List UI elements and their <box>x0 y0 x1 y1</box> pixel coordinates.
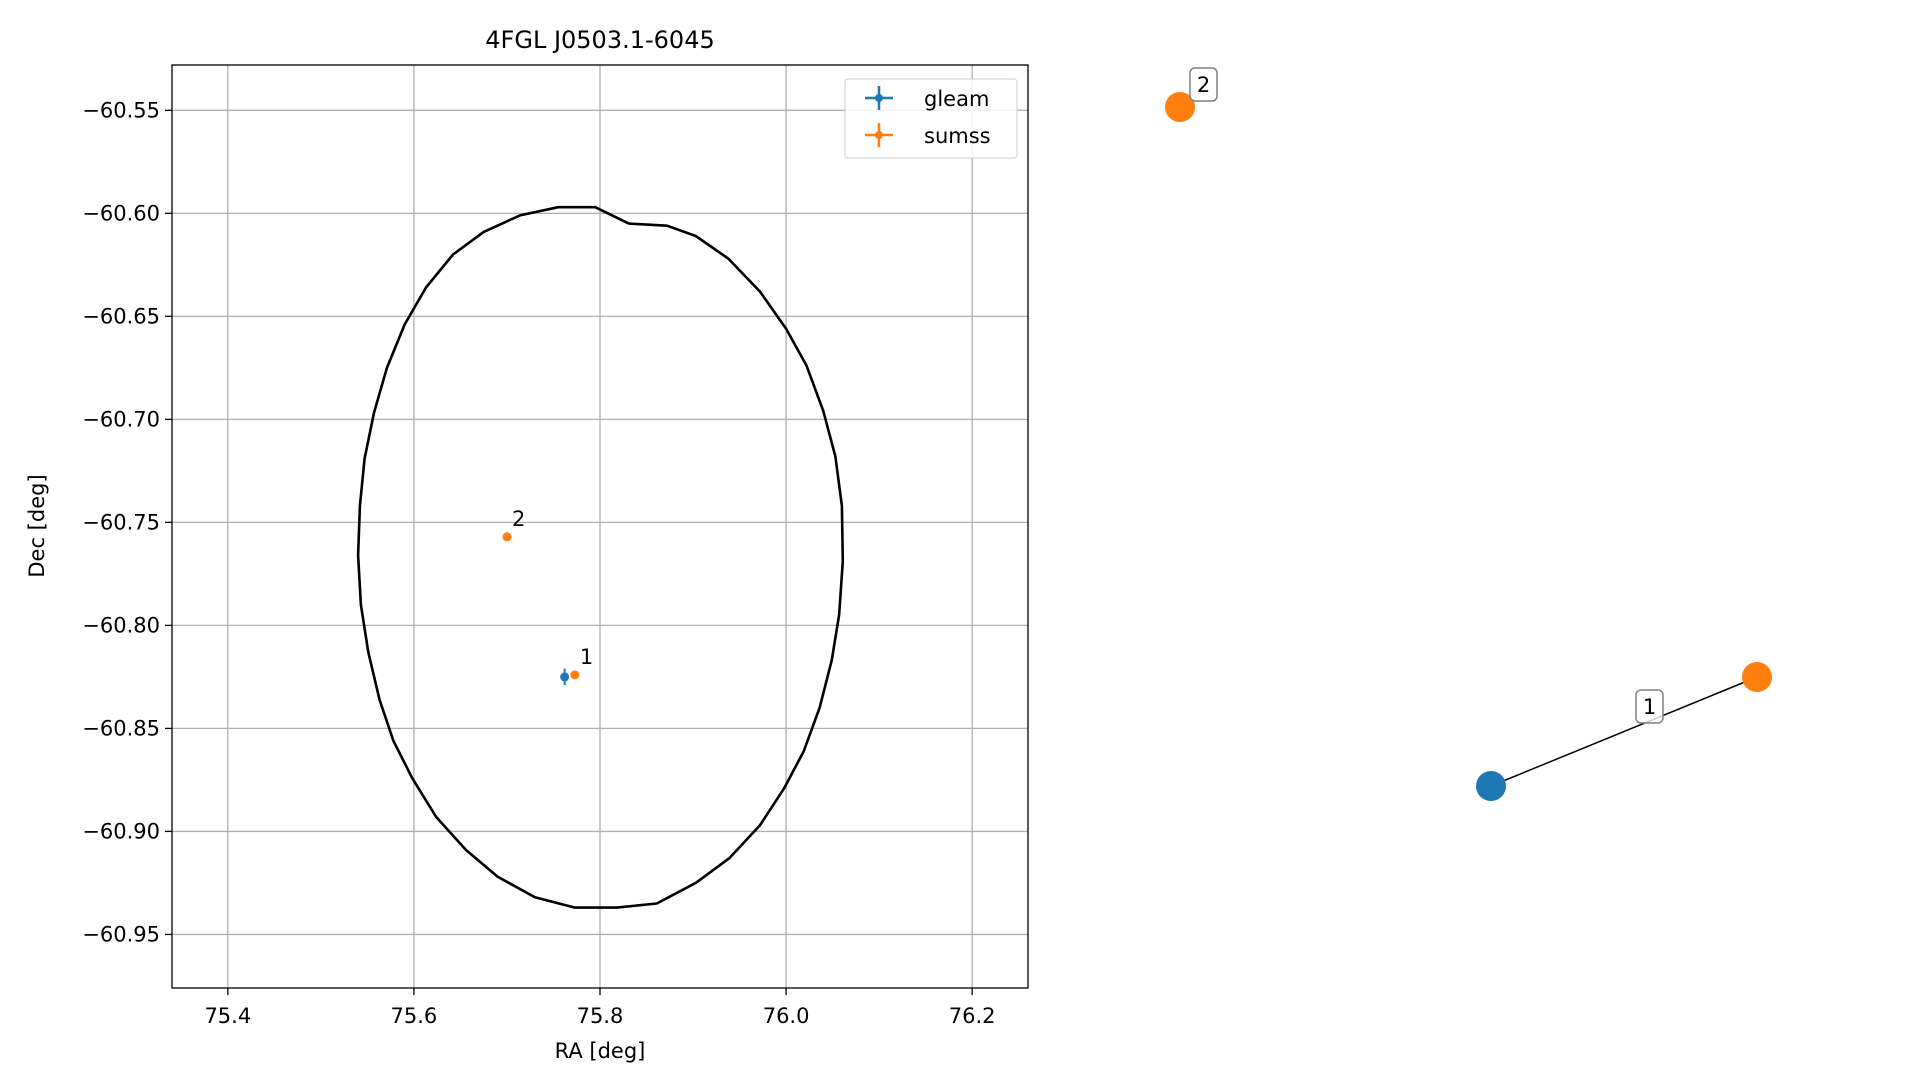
graph-edge-label: 1 <box>1643 695 1656 719</box>
y-tick-label: −60.95 <box>82 922 160 946</box>
x-tick-label: 75.6 <box>391 1004 438 1028</box>
sumss-point <box>570 670 580 680</box>
marks-layer: 12 <box>502 507 593 686</box>
y-axis-label: Dec [deg] <box>25 474 49 577</box>
y-tick-label: −60.80 <box>82 613 160 637</box>
legend: gleam sumss <box>844 78 1018 159</box>
graph-node-1 <box>1165 92 1195 122</box>
y-tick-label: −60.55 <box>82 98 160 122</box>
x-tick-label: 76.0 <box>763 1004 810 1028</box>
y-tick-label: −60.90 <box>82 819 160 843</box>
gleam-point <box>560 672 570 682</box>
graph-panel: 2 1 <box>1165 67 1772 801</box>
grid-layer <box>172 65 1028 988</box>
y-tick-label: −60.60 <box>82 201 160 225</box>
y-tick-label: −60.70 <box>82 407 160 431</box>
graph-node-2 <box>1476 771 1506 801</box>
legend-label-sumss: sumss <box>924 124 991 148</box>
sumss-point-label: 2 <box>512 507 525 531</box>
graph-node-label-box <box>1189 67 1218 102</box>
graph-edge <box>1490 676 1758 787</box>
x-axis-ticks: 75.4 75.6 75.8 76.0 76.2 <box>204 988 996 1028</box>
legend-marker-sumss <box>865 123 893 147</box>
sumss-point-label: 1 <box>580 645 593 669</box>
chart-title: 4FGL J0503.1-6045 <box>485 26 714 54</box>
ellipse-layer <box>356 205 845 909</box>
x-tick-label: 75.4 <box>204 1004 251 1028</box>
y-tick-label: −60.65 <box>82 304 160 328</box>
x-tick-label: 76.2 <box>949 1004 996 1028</box>
scatter-panel: 12 75.4 75.6 75.8 76.0 76.2 −60.55−60.60−60.… <box>25 26 1029 1063</box>
y-axis-ticks: −60.55 −60.60 −60.65 −60.70 −60.75 −60.80 −60.… <box>82 98 172 946</box>
y-tick-label: −60.75 <box>82 510 160 534</box>
graph-edge-label-box <box>1635 689 1664 724</box>
x-axis-label: RA [deg] <box>555 1039 646 1063</box>
legend-label-gleam: gleam <box>924 87 989 111</box>
sumss-point <box>502 532 512 542</box>
graph-node-label: 2 <box>1197 73 1210 97</box>
graph-node-3 <box>1742 662 1772 692</box>
error-ellipse <box>356 205 845 909</box>
legend-marker-gleam <box>865 86 893 110</box>
x-tick-label: 75.8 <box>577 1004 624 1028</box>
y-tick-label: −60.85 <box>82 716 160 740</box>
